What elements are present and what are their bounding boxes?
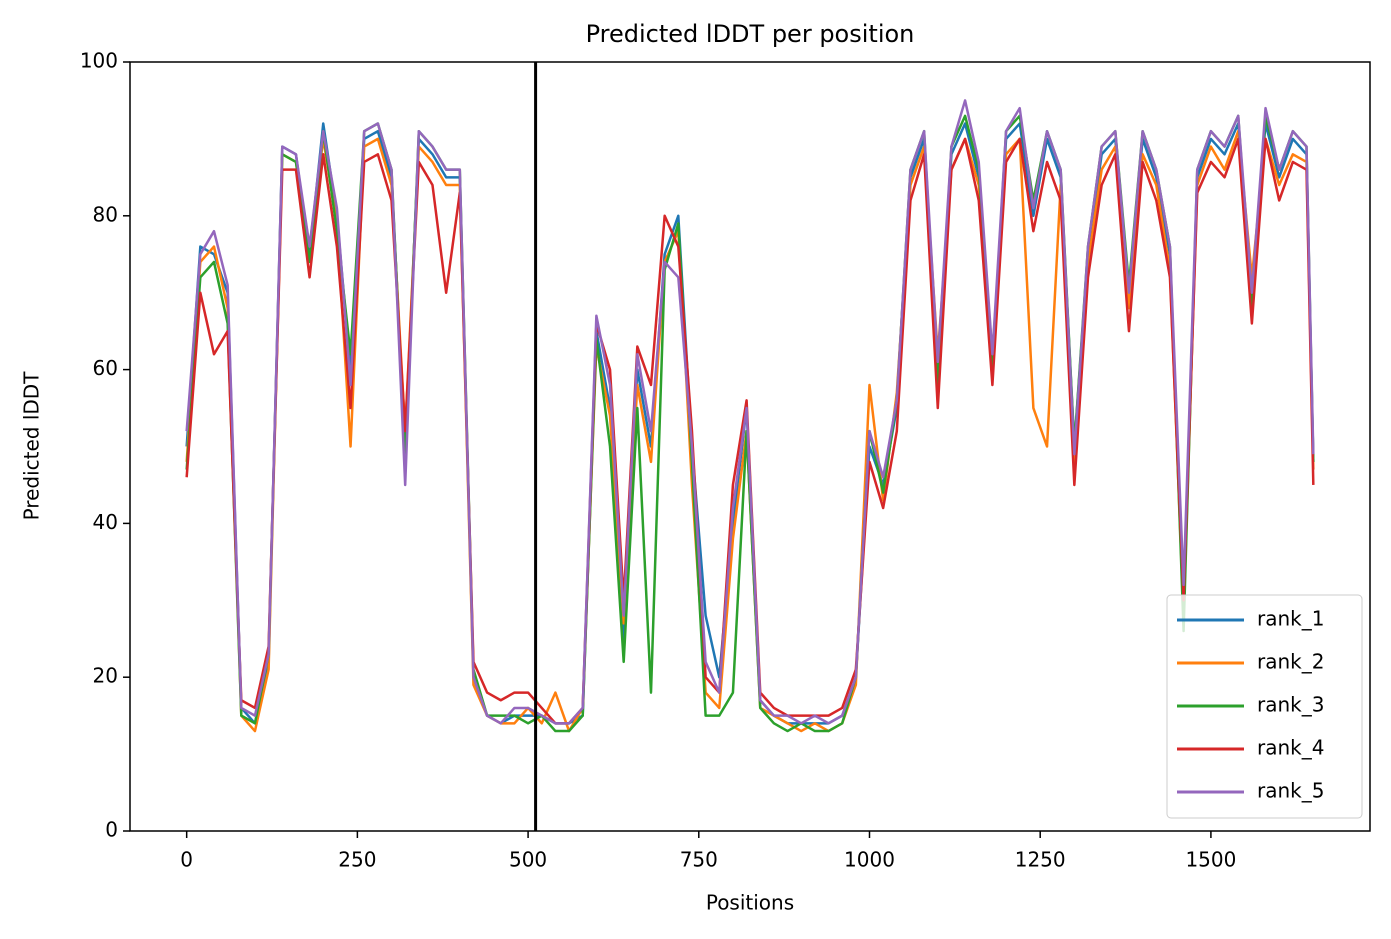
x-axis-label: Positions xyxy=(706,891,794,915)
series-line xyxy=(185,122,1315,725)
series-line xyxy=(185,99,1315,725)
y-tick-label: 20 xyxy=(93,664,118,688)
legend-label: rank_3 xyxy=(1257,693,1324,717)
x-tick-label: 0 xyxy=(180,848,193,872)
plot-frame xyxy=(129,61,1371,832)
series-line xyxy=(185,129,1315,733)
legend-label: rank_2 xyxy=(1257,650,1324,674)
x-tick-label: 250 xyxy=(338,848,376,872)
y-tick-label: 0 xyxy=(105,818,118,842)
y-tick-label: 40 xyxy=(93,510,118,534)
series-line xyxy=(185,137,1315,725)
legend-label: rank_4 xyxy=(1257,736,1324,760)
y-axis-label: Predicted lDDT xyxy=(20,371,44,521)
x-tick-label: 1000 xyxy=(844,848,895,872)
legend-label: rank_1 xyxy=(1257,607,1324,631)
chart-title: Predicted lDDT per position xyxy=(586,20,915,48)
x-tick-label: 750 xyxy=(680,848,718,872)
x-tick-label: 500 xyxy=(509,848,547,872)
x-tick-label: 1250 xyxy=(1015,848,1066,872)
x-tick-label: 1500 xyxy=(1185,848,1236,872)
y-tick-label: 80 xyxy=(93,202,118,226)
legend-box xyxy=(1166,594,1363,819)
series-line xyxy=(185,114,1315,733)
legend-label: rank_5 xyxy=(1257,779,1324,803)
y-tick-label: 100 xyxy=(80,49,118,73)
y-tick-label: 60 xyxy=(93,356,118,380)
